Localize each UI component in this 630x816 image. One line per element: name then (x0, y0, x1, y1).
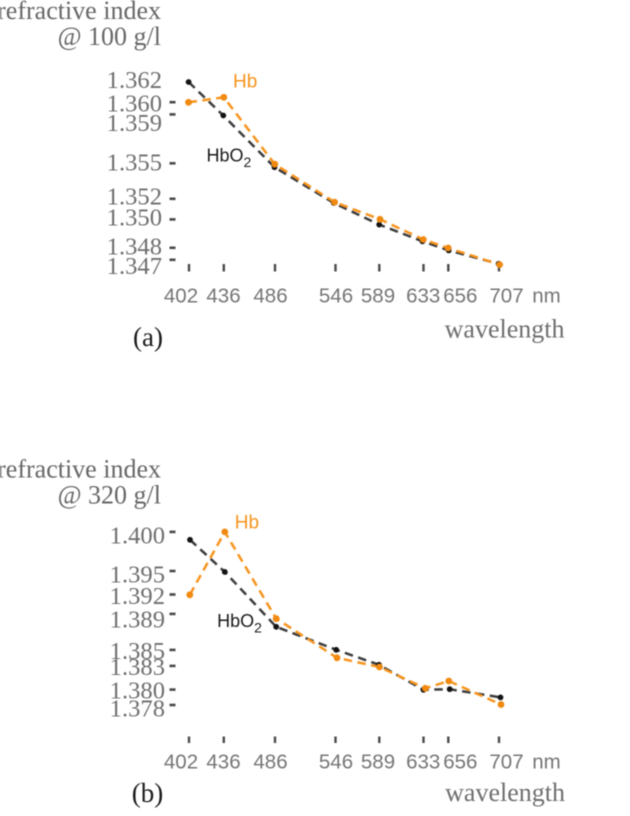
svg-text:1.360: 1.360 (107, 90, 162, 117)
svg-text:1.359: 1.359 (107, 110, 162, 137)
svg-text:HbO2: HbO2 (207, 146, 252, 171)
svg-text:589: 589 (361, 751, 395, 774)
svg-text:486: 486 (253, 284, 287, 307)
svg-text:1.395: 1.395 (110, 561, 165, 588)
svg-text:402: 402 (164, 751, 198, 774)
svg-text:1.378: 1.378 (110, 695, 165, 722)
svg-text:1.392: 1.392 (110, 583, 165, 610)
svg-text:707: 707 (489, 284, 523, 307)
svg-text:546: 546 (319, 751, 353, 774)
svg-text:1.350: 1.350 (107, 205, 162, 232)
svg-text:wavelength: wavelength (445, 778, 565, 807)
svg-text:486: 486 (253, 751, 287, 774)
svg-text:1.380: 1.380 (110, 678, 165, 705)
svg-text:1.389: 1.389 (110, 606, 165, 633)
svg-text:nm: nm (532, 284, 560, 307)
svg-text:Hb: Hb (233, 72, 257, 93)
svg-text:707: 707 (489, 751, 523, 774)
svg-text:589: 589 (361, 284, 395, 307)
svg-text:1.352: 1.352 (107, 184, 162, 211)
svg-text:wavelength: wavelength (445, 315, 565, 344)
svg-text:HbO2: HbO2 (217, 611, 262, 636)
svg-text:656: 656 (443, 751, 477, 774)
svg-text:refractive index: refractive index (0, 0, 161, 25)
svg-text:1.383: 1.383 (110, 654, 165, 681)
svg-text:(b): (b) (132, 778, 163, 808)
svg-text:1.385: 1.385 (110, 638, 165, 665)
svg-text:633: 633 (406, 284, 440, 307)
svg-text:(a): (a) (133, 322, 163, 352)
svg-text:1.347: 1.347 (107, 253, 162, 280)
svg-text:633: 633 (406, 751, 440, 774)
svg-text:436: 436 (206, 284, 240, 307)
svg-text:1.355: 1.355 (107, 149, 162, 176)
svg-text:402: 402 (164, 284, 198, 307)
svg-text:656: 656 (443, 284, 477, 307)
svg-text:@ 320 g/l: @ 320 g/l (58, 480, 161, 509)
svg-text:refractive index: refractive index (0, 455, 161, 484)
svg-text:1.362: 1.362 (107, 67, 162, 94)
svg-text:546: 546 (319, 284, 353, 307)
svg-text:@ 100 g/l: @ 100 g/l (58, 22, 161, 51)
svg-text:436: 436 (206, 751, 240, 774)
svg-text:Hb: Hb (235, 513, 259, 534)
svg-text:nm: nm (532, 751, 560, 774)
svg-text:1.348: 1.348 (107, 234, 162, 261)
svg-text:1.400: 1.400 (110, 522, 165, 549)
